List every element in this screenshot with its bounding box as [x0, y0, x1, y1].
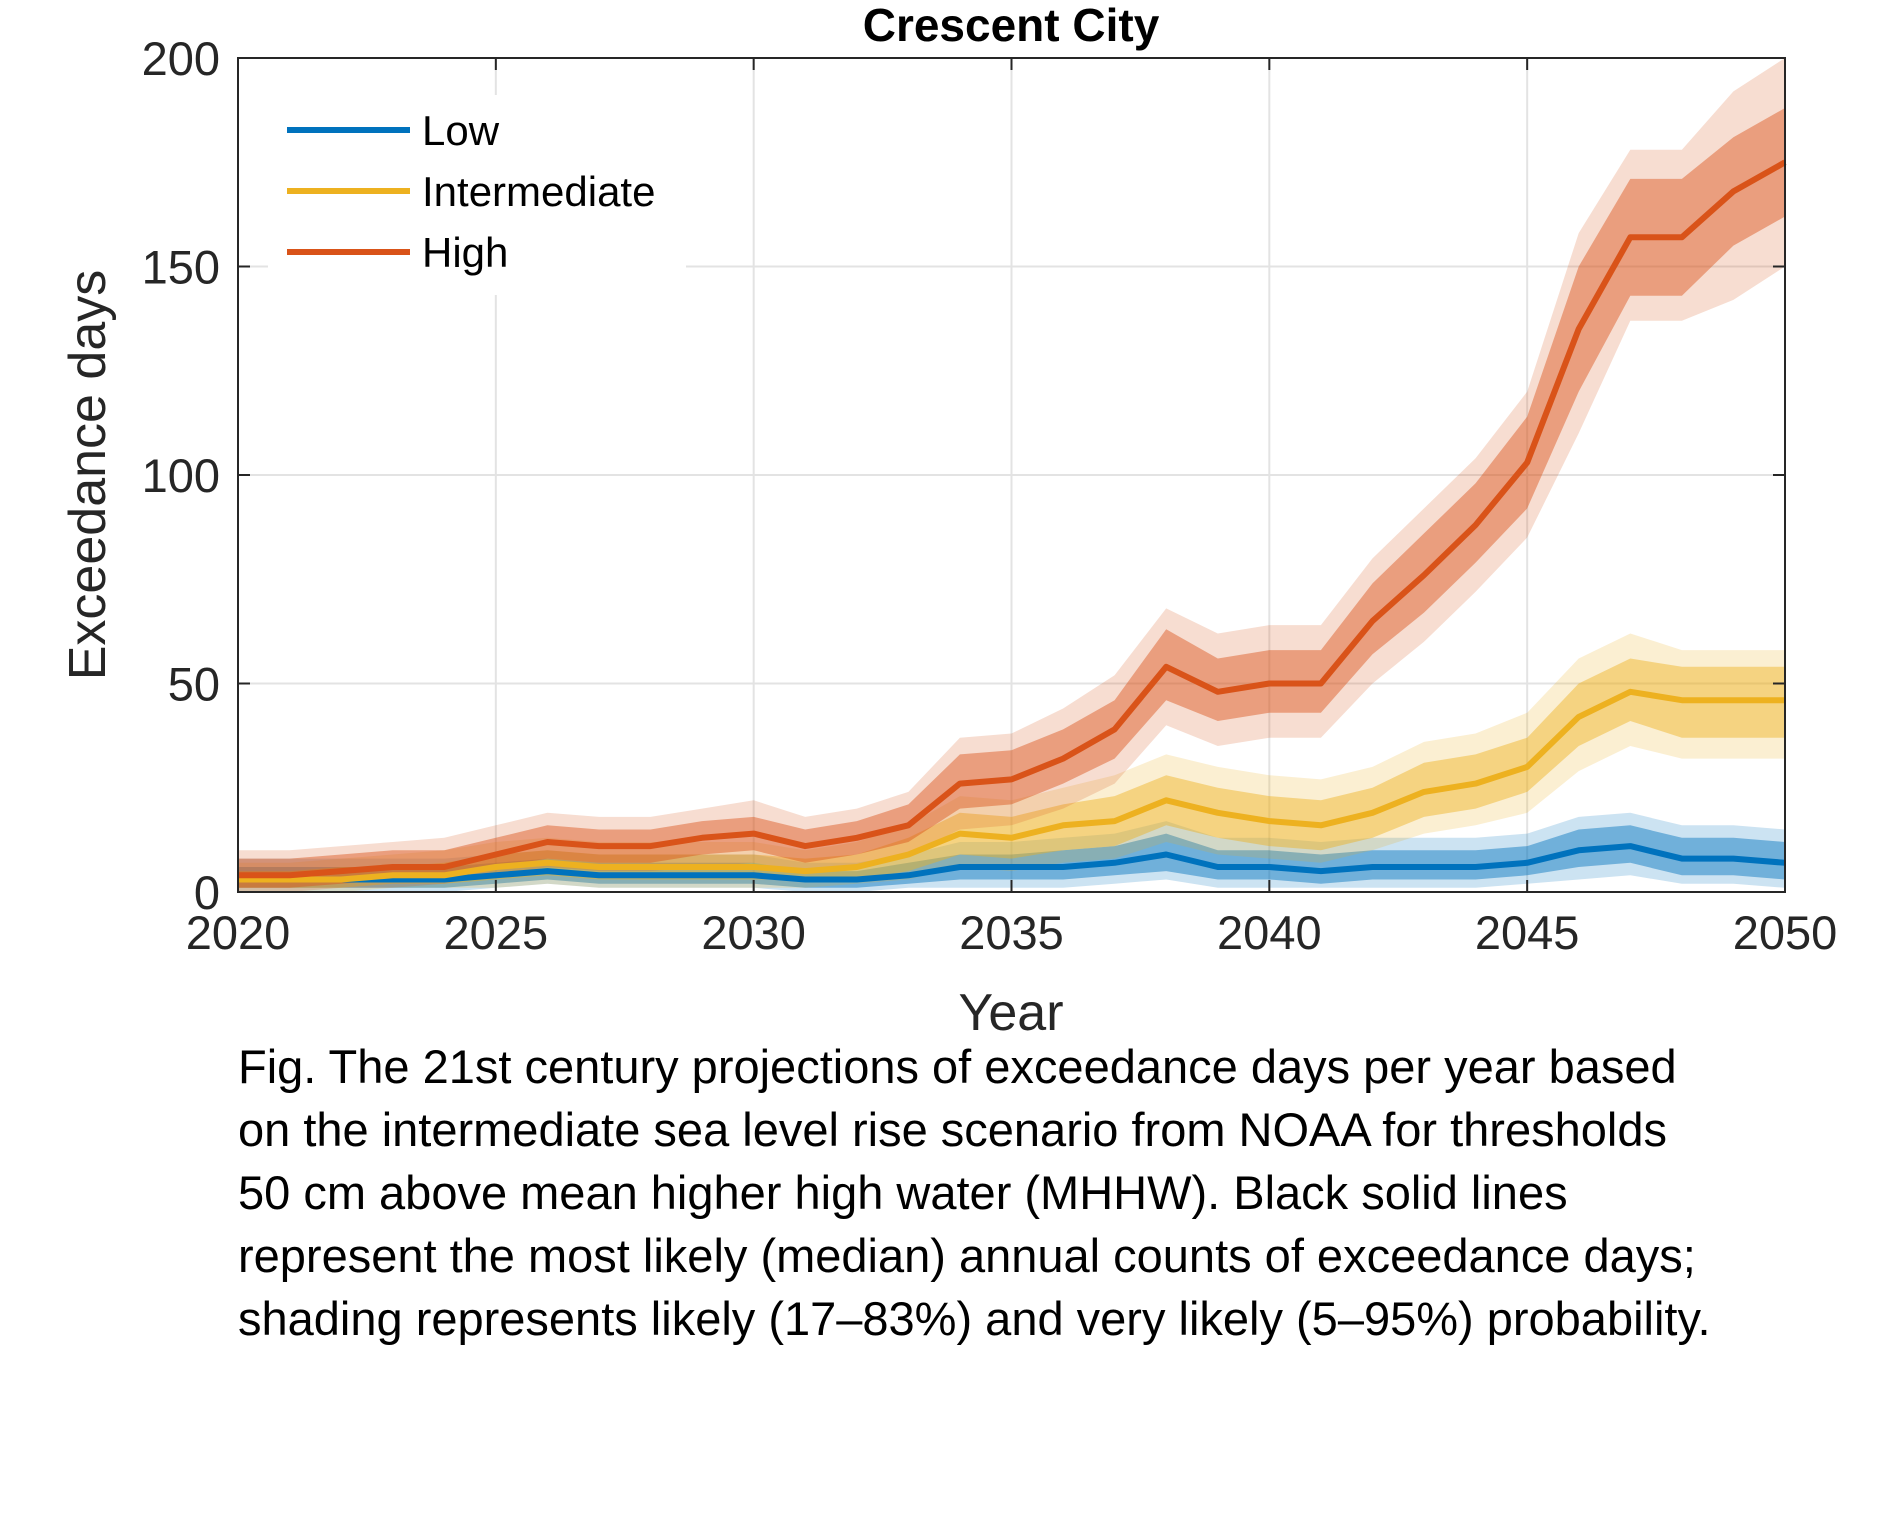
x-tick-label: 2045 [1475, 906, 1580, 959]
legend-label-high: High [422, 229, 508, 276]
high-likely-band [238, 108, 1785, 888]
legend: Low Intermediate High [268, 95, 686, 295]
y-tick-label: 150 [142, 241, 220, 294]
caption-line: 50 cm above mean higher high water (MHHW… [238, 1166, 1568, 1219]
y-tick-label: 100 [142, 449, 220, 502]
x-tick-label: 2020 [186, 906, 291, 959]
x-axis-label: Year [958, 984, 1063, 1042]
caption-line: represent the most likely (median) annua… [238, 1229, 1696, 1282]
high-median-line [238, 159, 1787, 879]
uncertainty-bands [238, 58, 1785, 892]
low-likely-band [238, 825, 1785, 888]
x-tick-label: 2035 [959, 906, 1064, 959]
y-tick-label: 200 [142, 32, 220, 85]
chart-title: Crescent City [863, 0, 1160, 51]
legend-label-low: Low [422, 107, 500, 154]
caption-line: on the intermediate sea level rise scena… [238, 1103, 1667, 1156]
caption-line: shading represents likely (17–83%) and v… [238, 1292, 1711, 1345]
caption-line: Fig. The 21st century projections of exc… [238, 1040, 1677, 1093]
figure-caption: Fig. The 21st century projections of exc… [238, 1035, 1858, 1350]
x-tick-label: 2025 [444, 906, 549, 959]
y-tick-label: 0 [194, 866, 220, 919]
intermediate-likely-band [238, 658, 1785, 888]
y-tick-label: 50 [168, 658, 220, 711]
intermediate-median-line [238, 688, 1785, 883]
axis-ticks: 2020 2025 2030 2035 2040 2045 2050 0 50 100 150 200 [142, 32, 1838, 959]
intermediate-very-likely-band [238, 633, 1785, 892]
x-tick-label: 2030 [701, 906, 806, 959]
y-axis-label: Exceedance days [59, 270, 117, 681]
high-very-likely-band [238, 58, 1785, 892]
x-tick-label: 2040 [1217, 906, 1322, 959]
low-very-likely-band [238, 812, 1785, 892]
median-lines [238, 159, 1787, 883]
legend-label-intermediate: Intermediate [422, 168, 655, 215]
low-median-line [238, 843, 1786, 883]
x-tick-label: 2050 [1733, 906, 1838, 959]
